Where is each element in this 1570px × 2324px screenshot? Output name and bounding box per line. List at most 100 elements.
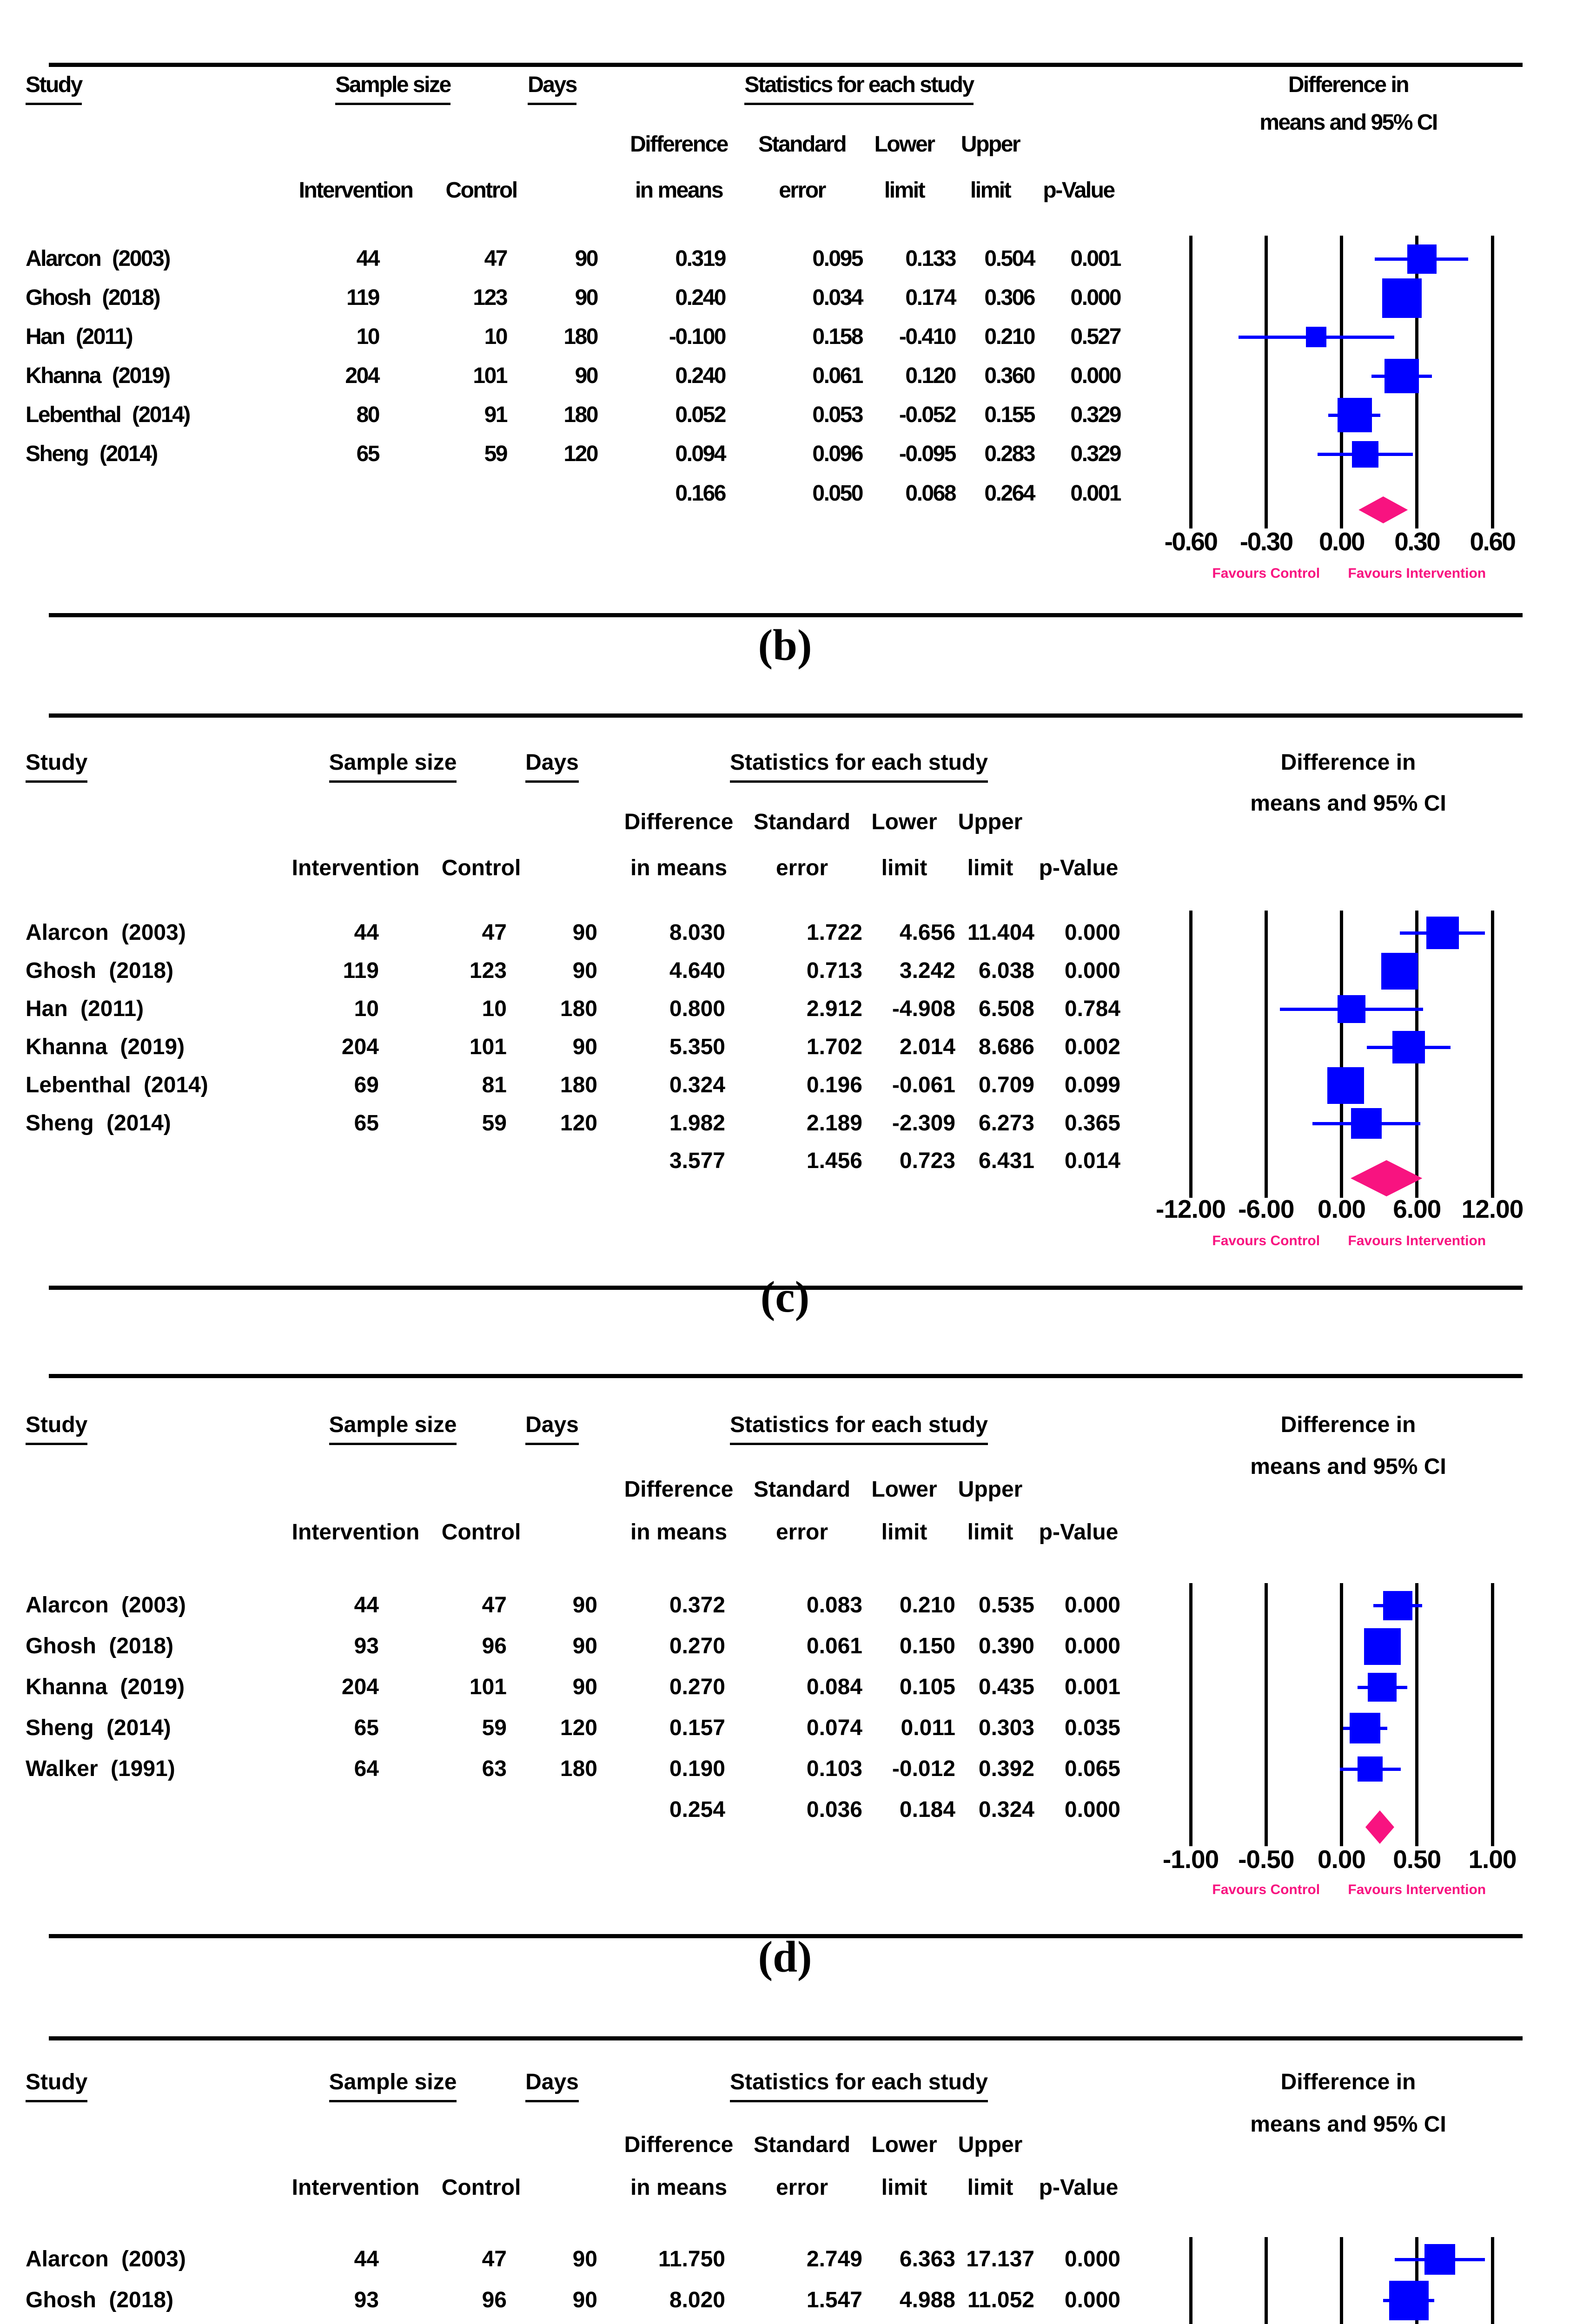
control-n-cell: 59 — [482, 1111, 507, 1136]
panel-bottom-rule — [49, 1286, 1523, 1290]
axis-tick-label: 0.00 — [1318, 527, 1365, 556]
subheader-p-value: p-Value — [1043, 178, 1115, 203]
p-value-cell: 0.001 — [1064, 1675, 1120, 1699]
difference-in-means-cell: 8.020 — [669, 2288, 725, 2312]
effect-size-marker — [1327, 1067, 1364, 1104]
favours-control-label: Favours Control — [1212, 566, 1320, 581]
axis-tick-label: 12.00 — [1461, 1195, 1524, 1223]
summary-p-value-cell: 0.001 — [1070, 481, 1121, 506]
control-n-cell: 96 — [482, 1634, 507, 1658]
favours-intervention-label: Favours Intervention — [1348, 1882, 1486, 1897]
col-header-sample-size: Sample size — [279, 749, 507, 783]
subheader-upper: Upper — [958, 810, 1023, 834]
difference-in-means-cell: 8.030 — [669, 920, 725, 945]
col-header-study-label: Study — [26, 1411, 88, 1445]
forest-panel-e: Study Sample size Days Statistics for each … — [0, 2036, 1570, 2324]
axis-gridline — [1491, 236, 1494, 528]
lower-limit-cell: 0.011 — [901, 1716, 955, 1740]
axis-tick-label: -0.50 — [1238, 1845, 1294, 1874]
subheader-difference: Difference — [624, 2133, 734, 2157]
standard-error-cell: 0.095 — [812, 246, 863, 271]
lower-limit-cell: 0.120 — [905, 363, 956, 388]
intervention-n-cell: 93 — [354, 1634, 379, 1658]
intervention-n-cell: 119 — [343, 958, 379, 983]
difference-in-means-cell: 0.270 — [669, 1675, 725, 1699]
subheader-lower-limit: limit — [881, 2175, 927, 2200]
subheader-control: Control — [441, 856, 521, 880]
study-name-cell: Alarcon (2003) — [26, 920, 186, 945]
days-cell: 90 — [572, 2247, 597, 2271]
col-header-study-label: Study — [26, 2068, 88, 2102]
subheader-lower-limit: limit — [881, 856, 927, 880]
standard-error-cell: 0.103 — [806, 1756, 862, 1781]
summary-lower-limit-cell: 0.184 — [899, 1797, 955, 1822]
effect-size-marker — [1351, 441, 1378, 468]
forest-plot: -12.00 -6.00 0.00 6.00 12.00 Favours Control F… — [1144, 713, 1553, 1290]
subheader-error: error — [775, 856, 828, 880]
days-cell: 90 — [575, 363, 599, 388]
subheader-upper-limit: limit — [970, 178, 1012, 203]
subheader-control: Control — [441, 2175, 521, 2200]
effect-size-marker — [1383, 1591, 1412, 1620]
upper-limit-cell: 0.360 — [984, 363, 1035, 388]
favours-control-label: Favours Control — [1212, 1233, 1320, 1248]
difference-in-means-cell: 0.319 — [675, 246, 726, 271]
standard-error-cell: 0.074 — [806, 1716, 862, 1740]
difference-in-means-cell: 0.240 — [675, 363, 726, 388]
days-cell: 90 — [572, 1675, 597, 1699]
axis-tick-label: -12.00 — [1156, 1195, 1226, 1223]
difference-in-means-cell: 0.190 — [669, 1756, 725, 1781]
subheader-standard: Standard — [753, 2133, 851, 2157]
upper-limit-cell: 0.155 — [984, 403, 1035, 427]
subheader-difference: Difference — [630, 132, 729, 157]
control-n-cell: 47 — [482, 920, 507, 945]
subheader-standard: Standard — [753, 810, 851, 834]
plot-title-line2: means and 95% CI — [1250, 2112, 1446, 2137]
standard-error-cell: 0.061 — [812, 363, 863, 388]
standard-error-cell: 1.547 — [806, 2288, 862, 2312]
p-value-cell: 0.000 — [1064, 2247, 1120, 2271]
control-n-cell: 91 — [484, 403, 508, 427]
study-name-cell: Sheng (2014) — [26, 1111, 171, 1136]
effect-size-marker — [1382, 278, 1422, 318]
col-header-days-label: Days — [525, 1411, 579, 1445]
col-header-days: Days — [507, 71, 597, 105]
panel-top-rule — [49, 1374, 1523, 1378]
panel-top-rule — [49, 63, 1523, 67]
summary-p-value-cell: 0.000 — [1064, 1797, 1120, 1822]
lower-limit-cell: -0.052 — [899, 403, 957, 427]
p-value-cell: 0.065 — [1064, 1756, 1120, 1781]
upper-limit-cell: 0.306 — [984, 285, 1035, 310]
lower-limit-cell: 0.105 — [899, 1675, 955, 1699]
col-header-sample-size-label: Sample size — [335, 71, 451, 105]
subheader-upper: Upper — [958, 1477, 1023, 1502]
axis-tick-label: 0.60 — [1470, 527, 1516, 556]
days-cell: 180 — [560, 997, 597, 1021]
subheader-intervention: Intervention — [291, 856, 420, 880]
axis-tick-label: -1.00 — [1162, 1845, 1219, 1874]
col-header-sample-size: Sample size — [279, 1411, 507, 1445]
p-value-cell: 0.035 — [1064, 1716, 1120, 1740]
col-header-sample-size-label: Sample size — [329, 749, 457, 783]
favours-intervention-label: Favours Intervention — [1348, 566, 1486, 581]
study-name-cell: Alarcon (2003) — [26, 246, 171, 271]
p-value-cell: 0.329 — [1070, 403, 1121, 427]
subheader-control: Control — [441, 1520, 521, 1545]
subheader-standard: Standard — [753, 1477, 851, 1502]
subheader-in-means: in means — [630, 1520, 728, 1545]
control-n-cell: 10 — [484, 324, 508, 349]
col-header-statistics: Statistics for each study — [597, 1411, 1120, 1445]
panel-bottom-rule — [49, 613, 1523, 617]
plot-title-line2: means and 95% CI — [1259, 110, 1438, 135]
col-header-study: Study — [26, 71, 83, 105]
upper-limit-cell: 11.404 — [967, 920, 1034, 945]
study-name-cell: Ghosh (2018) — [26, 2288, 174, 2312]
upper-limit-cell: 0.709 — [978, 1073, 1034, 1097]
summary-upper-limit-cell: 0.264 — [984, 481, 1035, 506]
plot-title-line2: means and 95% CI — [1250, 1454, 1446, 1479]
standard-error-cell: 0.053 — [812, 403, 863, 427]
effect-size-marker — [1368, 1673, 1397, 1702]
panel-top-rule — [49, 713, 1523, 718]
lower-limit-cell: 3.242 — [899, 958, 955, 983]
